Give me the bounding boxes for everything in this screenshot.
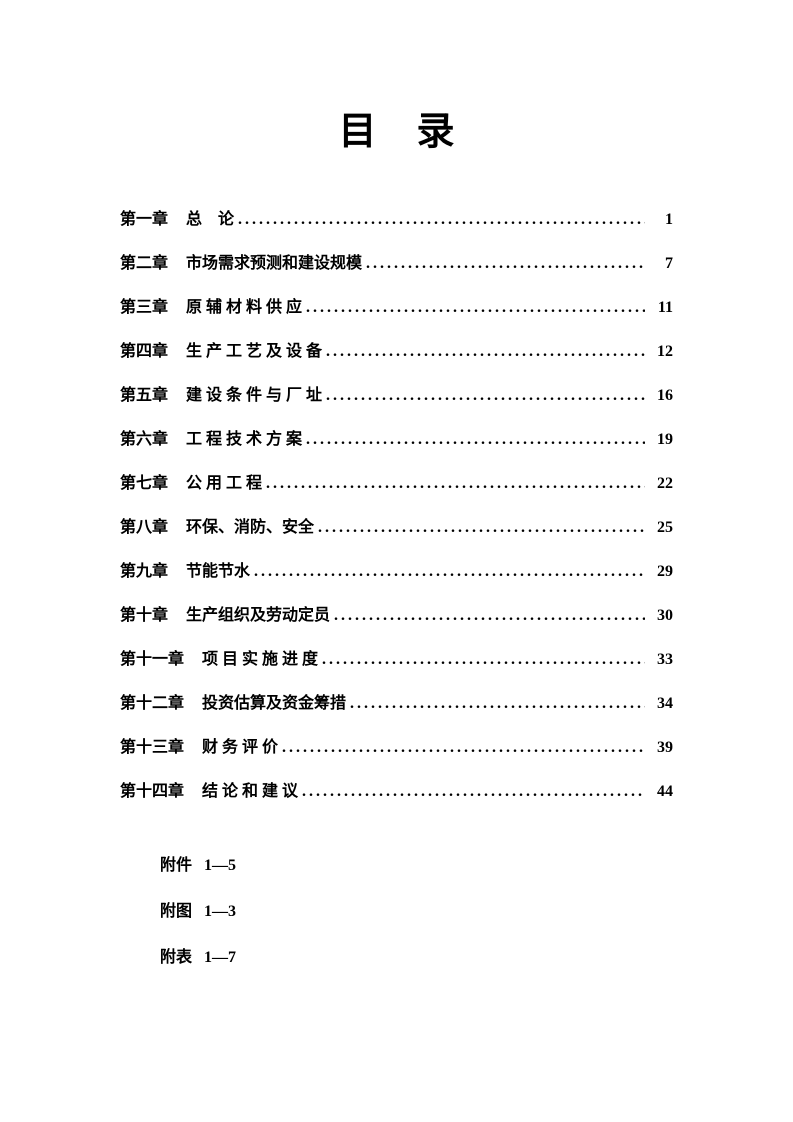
chapter-title: 生产组织及劳动定员: [186, 601, 330, 625]
toc-entry: 第八章环保、消防、安全 25: [120, 513, 673, 537]
chapter-title: 财 务 评 价: [202, 733, 278, 757]
page-number: 29: [649, 563, 673, 581]
appendix-range: 1—5: [204, 857, 236, 874]
toc-entry: 第十二章投资估算及资金筹措 34: [120, 689, 673, 713]
chapter-label: 第三章: [120, 293, 168, 317]
chapter-label: 第十二章: [120, 689, 184, 713]
appendix-list: 附件 1—5 附图 1—3 附表 1—7: [120, 851, 673, 967]
leader-dots: [266, 475, 645, 493]
chapter-title: 总 论: [186, 205, 234, 229]
chapter-title: 投资估算及资金筹措: [202, 689, 346, 713]
leader-dots: [326, 343, 645, 361]
chapter-title: 环保、消防、安全: [186, 513, 314, 537]
chapter-title: 建 设 条 件 与 厂 址: [186, 381, 322, 405]
toc-list: 第一章总 论 1 第二章市场需求预测和建设规模 7 第三章原 辅 材 料 供 应 11 第四…: [120, 205, 673, 801]
leader-dots: [306, 431, 645, 449]
toc-entry: 第五章建 设 条 件 与 厂 址 16: [120, 381, 673, 405]
appendix-entry: 附表 1—7: [160, 943, 673, 967]
chapter-title: 公 用 工 程: [186, 469, 262, 493]
leader-dots: [302, 783, 645, 801]
chapter-label: 第七章: [120, 469, 168, 493]
toc-entry: 第十四章结 论 和 建 议 44: [120, 777, 673, 801]
page-number: 1: [649, 211, 673, 229]
chapter-title: 项 目 实 施 进 度: [202, 645, 318, 669]
toc-entry: 第十一章项 目 实 施 进 度 33: [120, 645, 673, 669]
chapter-label: 第十一章: [120, 645, 184, 669]
chapter-label: 第十章: [120, 601, 168, 625]
chapter-label: 第二章: [120, 249, 168, 273]
chapter-label: 第十三章: [120, 733, 184, 757]
chapter-label: 第十四章: [120, 777, 184, 801]
page-number: 30: [649, 607, 673, 625]
appendix-label: 附图: [160, 903, 192, 920]
page-number: 22: [649, 475, 673, 493]
leader-dots: [318, 519, 645, 537]
toc-entry: 第九章节能节水 29: [120, 557, 673, 581]
toc-entry: 第六章工 程 技 术 方 案 19: [120, 425, 673, 449]
toc-entry: 第十三章财 务 评 价 39: [120, 733, 673, 757]
page-number: 19: [649, 431, 673, 449]
appendix-label: 附件: [160, 857, 192, 874]
page-number: 34: [649, 695, 673, 713]
page-number: 11: [649, 299, 673, 317]
leader-dots: [350, 695, 645, 713]
leader-dots: [322, 651, 645, 669]
toc-entry: 第七章公 用 工 程 22: [120, 469, 673, 493]
page-title: 目录: [120, 100, 673, 155]
page-number: 7: [649, 255, 673, 273]
page-number: 33: [649, 651, 673, 669]
page-number: 25: [649, 519, 673, 537]
leader-dots: [254, 563, 645, 581]
chapter-label: 第一章: [120, 205, 168, 229]
chapter-label: 第五章: [120, 381, 168, 405]
page-number: 44: [649, 783, 673, 801]
chapter-label: 第四章: [120, 337, 168, 361]
chapter-label: 第九章: [120, 557, 168, 581]
appendix-range: 1—7: [204, 949, 236, 966]
leader-dots: [238, 211, 645, 229]
chapter-label: 第六章: [120, 425, 168, 449]
toc-entry: 第十章生产组织及劳动定员 30: [120, 601, 673, 625]
leader-dots: [306, 299, 645, 317]
appendix-range: 1—3: [204, 903, 236, 920]
chapter-title: 工 程 技 术 方 案: [186, 425, 302, 449]
toc-entry: 第一章总 论 1: [120, 205, 673, 229]
chapter-title: 结 论 和 建 议: [202, 777, 298, 801]
chapter-title: 节能节水: [186, 557, 250, 581]
leader-dots: [326, 387, 645, 405]
appendix-entry: 附件 1—5: [160, 851, 673, 875]
chapter-title: 原 辅 材 料 供 应: [186, 293, 302, 317]
leader-dots: [334, 607, 645, 625]
appendix-label: 附表: [160, 949, 192, 966]
leader-dots: [282, 739, 645, 757]
toc-entry: 第四章生 产 工 艺 及 设 备 12: [120, 337, 673, 361]
appendix-entry: 附图 1—3: [160, 897, 673, 921]
leader-dots: [366, 255, 645, 273]
toc-entry: 第二章市场需求预测和建设规模 7: [120, 249, 673, 273]
toc-entry: 第三章原 辅 材 料 供 应 11: [120, 293, 673, 317]
chapter-title: 生 产 工 艺 及 设 备: [186, 337, 322, 361]
page-number: 39: [649, 739, 673, 757]
page-number: 16: [649, 387, 673, 405]
chapter-title: 市场需求预测和建设规模: [186, 249, 362, 273]
page-number: 12: [649, 343, 673, 361]
chapter-label: 第八章: [120, 513, 168, 537]
